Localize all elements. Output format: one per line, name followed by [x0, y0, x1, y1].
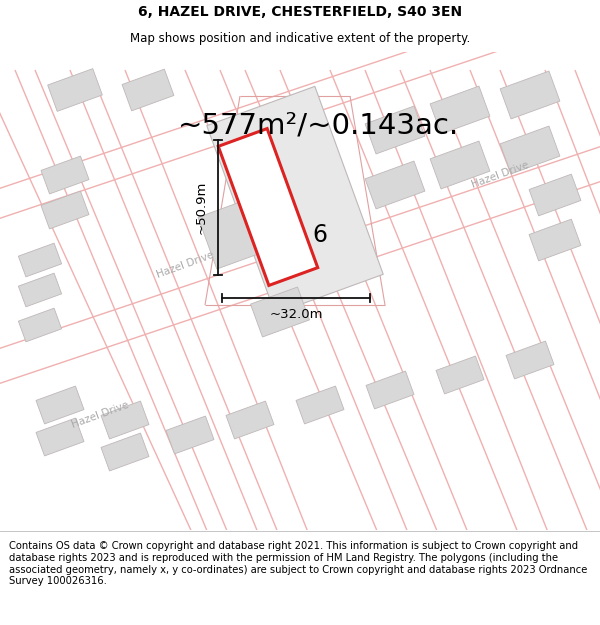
Polygon shape — [529, 174, 581, 216]
Polygon shape — [365, 106, 425, 154]
Text: Contains OS data © Crown copyright and database right 2021. This information is : Contains OS data © Crown copyright and d… — [9, 541, 587, 586]
Polygon shape — [430, 86, 490, 134]
Polygon shape — [47, 69, 103, 111]
Polygon shape — [166, 416, 214, 454]
Polygon shape — [500, 126, 560, 174]
Polygon shape — [101, 433, 149, 471]
Polygon shape — [218, 129, 318, 286]
Polygon shape — [101, 401, 149, 439]
Text: 6, HAZEL DRIVE, CHESTERFIELD, S40 3EN: 6, HAZEL DRIVE, CHESTERFIELD, S40 3EN — [138, 6, 462, 19]
Polygon shape — [41, 191, 89, 229]
Text: Hazel Drive: Hazel Drive — [70, 400, 130, 430]
Polygon shape — [122, 69, 174, 111]
Polygon shape — [226, 401, 274, 439]
Polygon shape — [430, 141, 490, 189]
Text: Hazel Drive: Hazel Drive — [470, 160, 530, 190]
Polygon shape — [366, 371, 414, 409]
Text: ~50.9m: ~50.9m — [195, 181, 208, 234]
Polygon shape — [436, 356, 484, 394]
Polygon shape — [198, 201, 262, 269]
Polygon shape — [36, 418, 84, 456]
Text: Map shows position and indicative extent of the property.: Map shows position and indicative extent… — [130, 32, 470, 45]
Polygon shape — [41, 156, 89, 194]
Polygon shape — [19, 243, 62, 277]
Text: ~577m²/~0.143ac.: ~577m²/~0.143ac. — [178, 111, 459, 139]
Polygon shape — [506, 341, 554, 379]
Polygon shape — [251, 287, 310, 337]
Polygon shape — [529, 219, 581, 261]
Polygon shape — [19, 273, 62, 307]
Text: ~32.0m: ~32.0m — [269, 308, 323, 321]
Polygon shape — [365, 161, 425, 209]
Polygon shape — [19, 308, 62, 342]
Text: Hazel Drive: Hazel Drive — [155, 250, 215, 280]
Text: 6: 6 — [313, 223, 328, 247]
Polygon shape — [296, 386, 344, 424]
Polygon shape — [207, 86, 383, 314]
Polygon shape — [500, 71, 560, 119]
Polygon shape — [36, 386, 84, 424]
